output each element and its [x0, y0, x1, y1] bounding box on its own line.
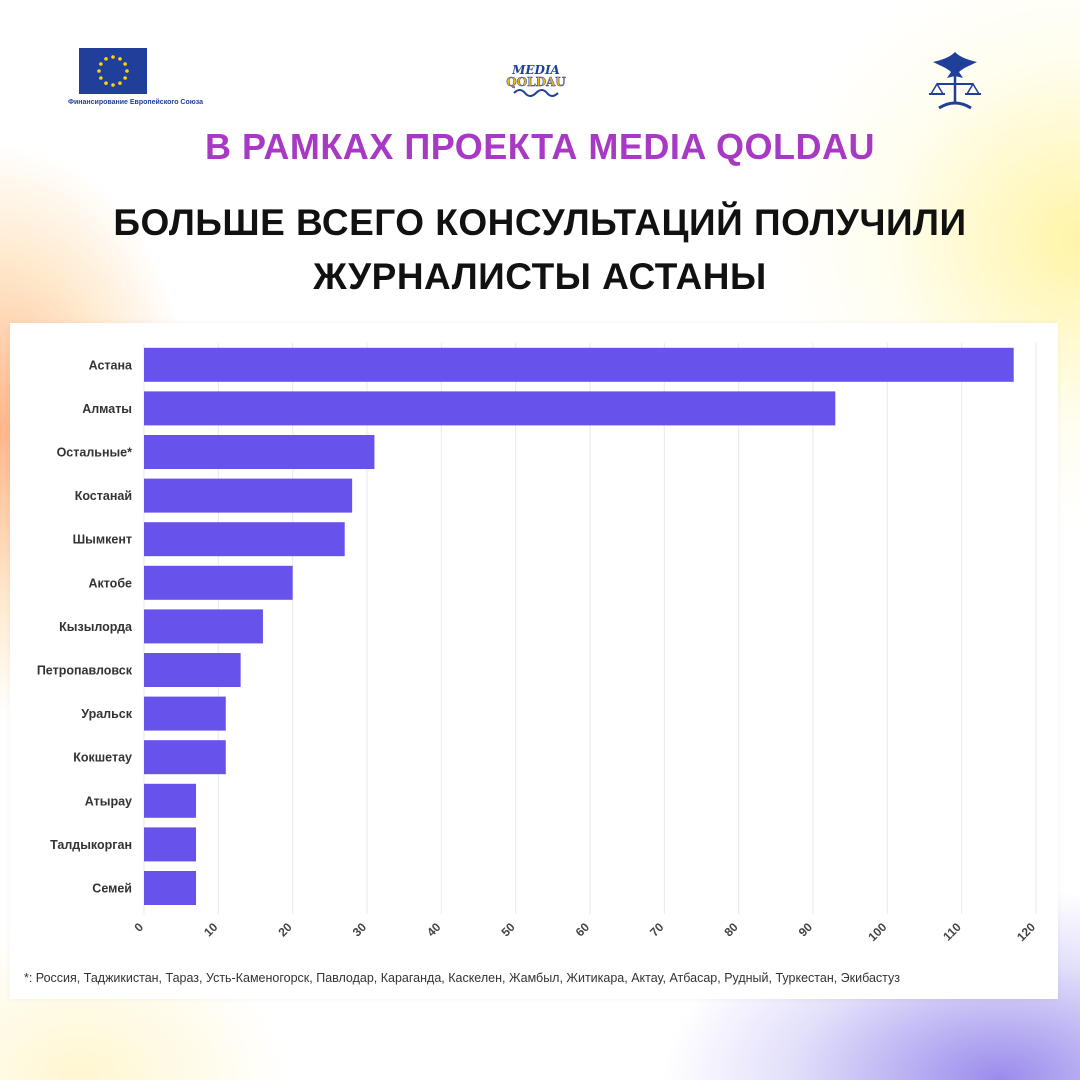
bar-chart: 0 10 20 30 40 50 60 70 80 90 100 110 120 Астана Алматы… [37, 343, 1038, 944]
eu-star-icon [118, 57, 122, 61]
bar [144, 827, 197, 862]
x-tick-label: 100 [865, 920, 889, 944]
eu-star-icon [111, 83, 115, 87]
x-tick-label: 60 [573, 920, 593, 940]
bar [144, 783, 197, 818]
media-logo-line2: QOLDAU [506, 75, 566, 89]
bar [144, 478, 353, 513]
category-label: Талдыкорган [50, 838, 132, 852]
bar [144, 871, 197, 905]
chart-footnote: *: Россия, Таджикистан, Тараз, Усть-Каме… [24, 971, 901, 985]
bar [144, 391, 836, 426]
x-tick-label: 80 [721, 920, 741, 940]
x-tick-label: 120 [1014, 920, 1038, 944]
eu-star-icon [125, 69, 129, 73]
x-tick-label: 70 [647, 920, 667, 940]
ornament-icon [513, 89, 559, 97]
bar [144, 609, 263, 644]
eu-star-icon [99, 76, 103, 80]
chart-card: 0 10 20 30 40 50 60 70 80 90 100 110 120 Астана Алматы… [10, 323, 1058, 999]
x-tick-label: 110 [940, 920, 964, 944]
eu-star-icon [97, 69, 101, 73]
x-tick-label: 10 [201, 920, 221, 940]
eu-star-icon [104, 57, 108, 61]
category-label: Семей [92, 882, 132, 896]
x-tick-label: 0 [131, 920, 146, 935]
media-logo-line1: MEDIA [511, 63, 560, 77]
bird-scales-logo-icon [929, 52, 981, 110]
subtitle: В РАМКАХ ПРОЕКТА MEDIA QOLDAU [205, 126, 875, 167]
category-label: Шымкент [73, 533, 132, 547]
page-title: БОЛЬШЕ ВСЕГО КОНСУЛЬТАЦИЙ ПОЛУЧИЛИ ЖУРНА… [113, 202, 967, 297]
category-label: Астана [89, 358, 133, 372]
eu-star-icon [123, 76, 127, 80]
bar [144, 347, 1014, 382]
category-label: Кызылорда [59, 620, 133, 634]
eu-flag-icon [79, 48, 147, 94]
bar [144, 653, 241, 687]
category-label: Остальные* [57, 446, 133, 460]
x-tick-label: 40 [424, 920, 444, 940]
x-tick-label: 90 [796, 920, 816, 940]
x-tick-label: 30 [350, 920, 370, 940]
media-qoldau-logo: MEDIA QOLDAU [496, 60, 576, 102]
x-tick-label: 20 [275, 920, 295, 940]
eu-star-icon [118, 81, 122, 85]
category-label: Уральск [81, 707, 132, 721]
bar [144, 696, 226, 731]
category-label: Актобе [88, 576, 132, 590]
eu-star-icon [104, 81, 108, 85]
eu-star-icon [111, 55, 115, 59]
category-label: Кокшетау [73, 751, 132, 765]
bar [144, 522, 345, 557]
category-label: Петропавловск [37, 664, 133, 678]
eu-caption: Финансирование Европейского Союза [68, 99, 204, 106]
eu-star-icon [99, 62, 103, 66]
bar [144, 565, 293, 600]
eu-star-icon [123, 62, 127, 66]
eu-logo: Финансирование Европейского Союза [68, 48, 203, 107]
category-label: Костанай [75, 489, 132, 503]
bar [144, 435, 375, 469]
category-label: Алматы [82, 402, 132, 416]
bar [144, 740, 226, 775]
x-tick-label: 50 [498, 920, 518, 940]
category-label: Атырау [85, 794, 132, 808]
